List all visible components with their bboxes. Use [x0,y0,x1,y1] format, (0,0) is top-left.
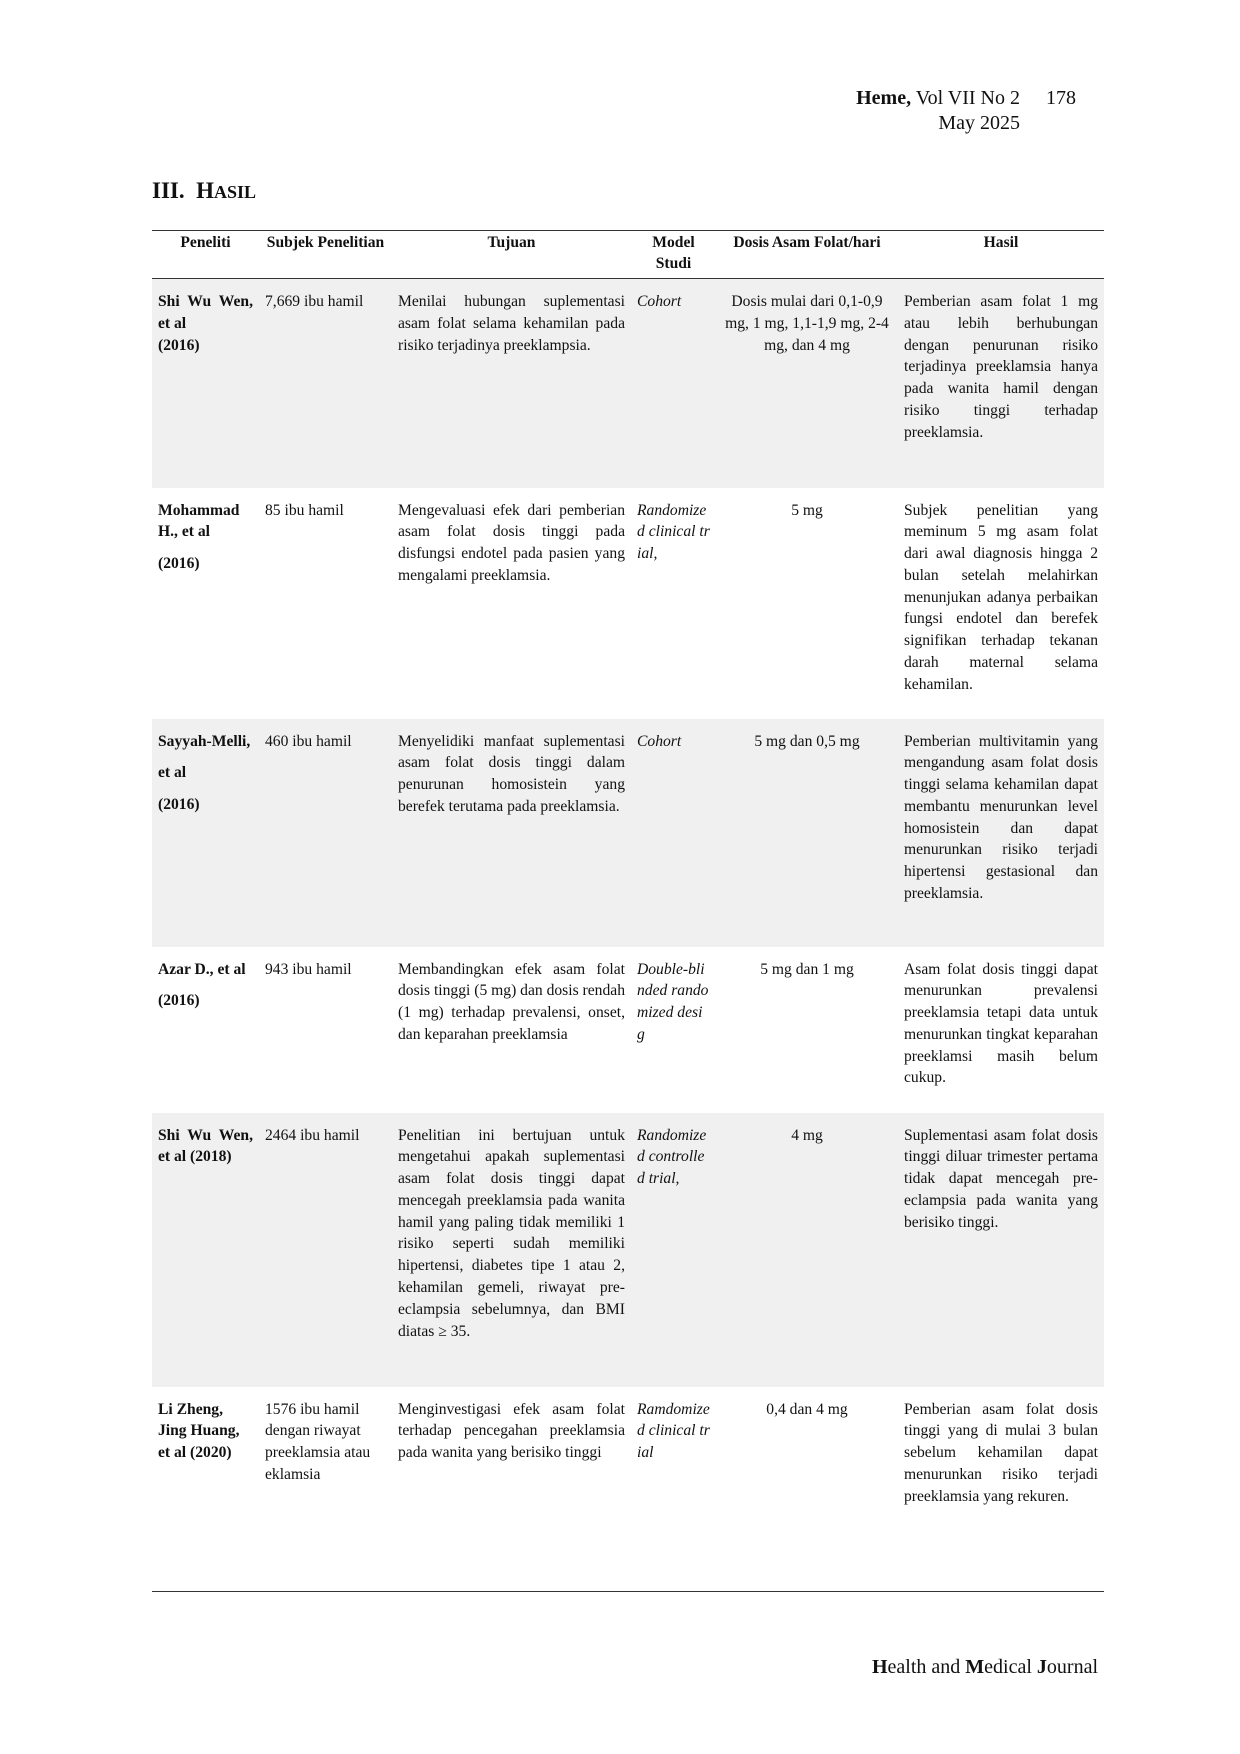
journal-footer: Health and Medical Journal [871,1656,1098,1678]
table-row: Sayyah-Melli, et al (2016) 460 ibu hamil M… [152,718,1104,947]
volume: Vol VII No 2 [915,87,1020,109]
journal-name: Heme, [856,87,912,109]
table-row: Shi Wu Wen, et al (2016) 7,669 ibu hamil … [152,278,1104,488]
page-number: 178 [1046,87,1076,109]
table-row: Shi Wu Wen, et al (2018) 2464 ibu hamil … [152,1112,1104,1387]
table-row: Mohammad H., et al (2016) 85 ibu hamil Me… [158,501,1098,693]
col-header: Peneliti [152,230,259,279]
results-table: Peneliti Subjek Penelitian Tujuan Model … [152,230,1104,1592]
col-header: Hasil [898,230,1104,279]
issue-date: May 2025 [938,112,1020,134]
running-header: Heme, Vol VII No 2 May 2025 [830,86,1020,136]
col-header: Tujuan [392,230,631,279]
table-header: Peneliti Subjek Penelitian Tujuan Model … [152,230,1104,279]
table-row: Li Zheng, Jing Huang, et al (2020) 1576 … [152,1386,1104,1592]
col-header: Subjek Penelitian [259,230,392,279]
table-row: Azar D., et al (2016) 943 ibu hamil Memba… [158,960,1098,1087]
col-header: Dosis Asam Folat/hari [716,230,898,279]
col-header: Model Studi [631,230,716,279]
section-heading: III. HASIL [152,178,257,203]
